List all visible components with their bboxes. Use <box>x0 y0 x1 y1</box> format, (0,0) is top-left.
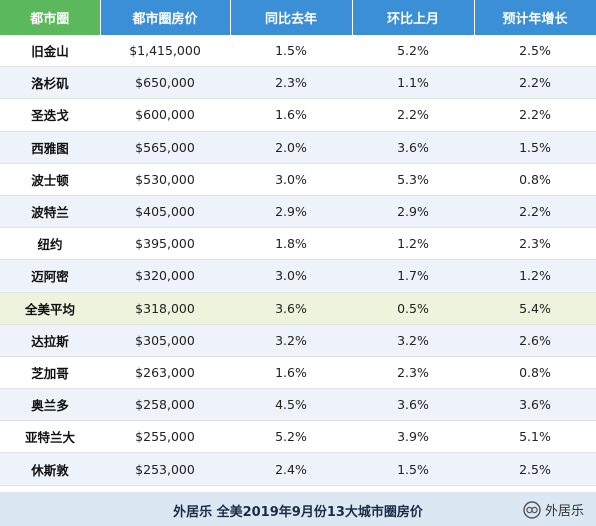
cell-forecast: 1.5% <box>474 131 596 164</box>
cell-mom: 1.2% <box>352 227 474 261</box>
watermark-text: 外居乐 <box>544 504 584 519</box>
cell-price: $600,000 <box>100 98 230 132</box>
header-metro: 都市圈 <box>0 0 101 35</box>
cell-city: 波特兰 <box>0 195 100 229</box>
cell-yoy: 2.4% <box>230 452 352 486</box>
table-row: 达拉斯 $305,000 3.2% 3.2% 2.6% <box>0 324 596 357</box>
cell-yoy: 1.8% <box>230 227 352 261</box>
cell-mom: 1.5% <box>352 452 474 486</box>
table-row: 波士顿 $530,000 3.0% 5.3% 0.8% <box>0 163 596 196</box>
cell-forecast: 2.3% <box>474 227 596 261</box>
header-row: 都市圈 都市圈房价 同比去年 环比上月 预计年增长 <box>0 0 596 35</box>
cell-price: $305,000 <box>100 324 230 357</box>
cell-yoy: 2.9% <box>230 195 352 229</box>
cell-forecast: 3.6% <box>474 388 596 422</box>
cell-mom: 5.2% <box>352 35 474 68</box>
cell-price: $1,415,000 <box>100 35 230 68</box>
table-row: 旧金山 $1,415,000 1.5% 5.2% 2.5% <box>0 35 596 68</box>
cell-mom: 2.2% <box>352 98 474 132</box>
cell-city: 达拉斯 <box>0 324 100 357</box>
cell-yoy: 3.6% <box>230 292 352 325</box>
cell-city: 奥兰多 <box>0 388 100 422</box>
caption-bar: 外居乐 全美2019年9月份13大城市圈房价 外居乐 <box>0 492 596 526</box>
cell-mom: 0.5% <box>352 292 474 325</box>
header-mom: 环比上月 <box>352 0 475 35</box>
header-forecast: 预计年增长 <box>474 0 596 35</box>
cell-mom: 3.6% <box>352 388 474 422</box>
table-row: 全美平均 $318,000 3.6% 0.5% 5.4% <box>0 292 596 325</box>
cell-city: 全美平均 <box>0 292 100 325</box>
table-row: 奥兰多 $258,000 4.5% 3.6% 3.6% <box>0 388 596 422</box>
cell-forecast: 5.4% <box>474 292 596 325</box>
cell-price: $395,000 <box>100 227 230 261</box>
housing-price-table: 都市圈 都市圈房价 同比去年 环比上月 预计年增长 旧金山 $1,415,000 1… <box>0 0 596 486</box>
cell-city: 旧金山 <box>0 35 100 68</box>
table-row: 圣迭戈 $600,000 1.6% 2.2% 2.2% <box>0 98 596 132</box>
cell-yoy: 4.5% <box>230 388 352 422</box>
cell-city: 纽约 <box>0 227 100 261</box>
wechat-official-account-icon <box>523 500 541 519</box>
cell-price: $253,000 <box>100 452 230 486</box>
caption-text: 外居乐 全美2019年9月份13大城市圈房价 <box>173 505 423 520</box>
cell-city: 圣迭戈 <box>0 98 100 132</box>
table-row: 纽约 $395,000 1.8% 1.2% 2.3% <box>0 227 596 261</box>
cell-forecast: 2.5% <box>474 452 596 486</box>
cell-yoy: 1.6% <box>230 356 352 390</box>
cell-price: $318,000 <box>100 292 230 325</box>
table-row: 亚特兰大 $255,000 5.2% 3.9% 5.1% <box>0 420 596 454</box>
watermark: 外居乐 <box>523 500 584 519</box>
cell-yoy: 3.0% <box>230 163 352 196</box>
cell-yoy: 5.2% <box>230 420 352 454</box>
cell-forecast: 2.5% <box>474 35 596 68</box>
cell-price: $255,000 <box>100 420 230 454</box>
cell-price: $530,000 <box>100 163 230 196</box>
cell-city: 洛杉矶 <box>0 66 100 100</box>
cell-price: $650,000 <box>100 66 230 100</box>
cell-price: $405,000 <box>100 195 230 229</box>
cell-mom: 5.3% <box>352 163 474 196</box>
cell-price: $258,000 <box>100 388 230 422</box>
cell-yoy: 1.5% <box>230 35 352 68</box>
header-yoy: 同比去年 <box>230 0 353 35</box>
cell-yoy: 2.3% <box>230 66 352 100</box>
cell-forecast: 1.2% <box>474 259 596 293</box>
cell-forecast: 5.1% <box>474 420 596 454</box>
cell-yoy: 2.0% <box>230 131 352 164</box>
table-row: 波特兰 $405,000 2.9% 2.9% 2.2% <box>0 195 596 229</box>
cell-mom: 2.3% <box>352 356 474 390</box>
header-price: 都市圈房价 <box>100 0 231 35</box>
cell-forecast: 2.2% <box>474 98 596 132</box>
cell-city: 亚特兰大 <box>0 420 100 454</box>
cell-price: $263,000 <box>100 356 230 390</box>
cell-mom: 3.9% <box>352 420 474 454</box>
cell-yoy: 3.0% <box>230 259 352 293</box>
cell-mom: 2.9% <box>352 195 474 229</box>
table-row: 迈阿密 $320,000 3.0% 1.7% 1.2% <box>0 259 596 293</box>
table-row: 芝加哥 $263,000 1.6% 2.3% 0.8% <box>0 356 596 390</box>
cell-yoy: 1.6% <box>230 98 352 132</box>
cell-forecast: 2.2% <box>474 66 596 100</box>
table-row: 洛杉矶 $650,000 2.3% 1.1% 2.2% <box>0 66 596 100</box>
table-row: 休斯敦 $253,000 2.4% 1.5% 2.5% <box>0 452 596 486</box>
cell-city: 休斯敦 <box>0 452 100 486</box>
cell-mom: 1.1% <box>352 66 474 100</box>
cell-city: 迈阿密 <box>0 259 100 293</box>
table-row: 西雅图 $565,000 2.0% 3.6% 1.5% <box>0 131 596 164</box>
cell-mom: 1.7% <box>352 259 474 293</box>
cell-city: 西雅图 <box>0 131 100 164</box>
cell-city: 芝加哥 <box>0 356 100 390</box>
cell-forecast: 2.6% <box>474 324 596 357</box>
cell-mom: 3.6% <box>352 131 474 164</box>
cell-forecast: 0.8% <box>474 356 596 390</box>
cell-forecast: 0.8% <box>474 163 596 196</box>
cell-yoy: 3.2% <box>230 324 352 357</box>
cell-price: $565,000 <box>100 131 230 164</box>
cell-forecast: 2.2% <box>474 195 596 229</box>
cell-mom: 3.2% <box>352 324 474 357</box>
cell-price: $320,000 <box>100 259 230 293</box>
cell-city: 波士顿 <box>0 163 100 196</box>
